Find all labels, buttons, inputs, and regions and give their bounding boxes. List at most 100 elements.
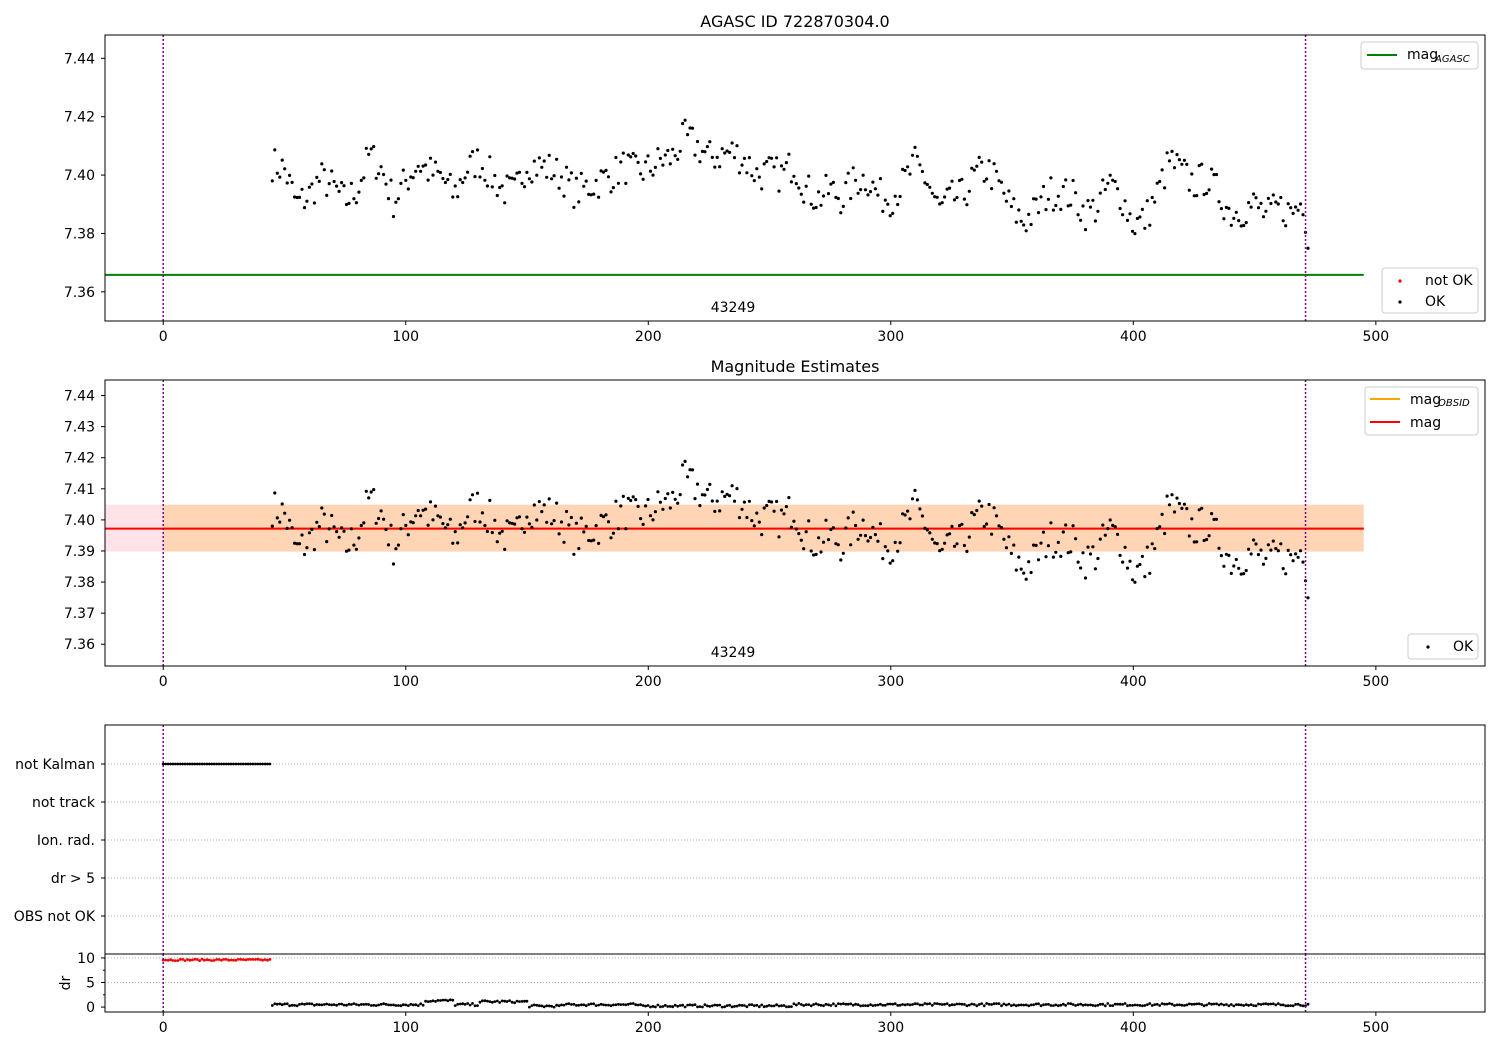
ok-point: [957, 524, 962, 528]
dr-point: [681, 1003, 684, 1007]
ok-point: [737, 171, 742, 175]
ok-point: [779, 508, 784, 512]
dr-point: [676, 1004, 680, 1008]
dr-point: [607, 1003, 610, 1007]
legend-subscript-agasc: AGASC: [1434, 54, 1470, 65]
dr-point: [399, 1004, 403, 1008]
ok-point: [1051, 555, 1055, 559]
ok-point: [1202, 192, 1206, 197]
ok-point: [1155, 181, 1159, 185]
dr-point: [1210, 1002, 1213, 1006]
dr-point: [1000, 1004, 1003, 1008]
ok-point: [1254, 542, 1258, 546]
ok-point: [275, 516, 279, 520]
dr-point: [1232, 1004, 1236, 1008]
dr-point: [1163, 1002, 1166, 1006]
dr-point: [1281, 1003, 1285, 1007]
ok-point: [812, 553, 816, 557]
dr-point: [1039, 1004, 1043, 1008]
ok-point: [673, 154, 677, 158]
dr-point: [1017, 1003, 1021, 1007]
ok-point: [1148, 571, 1152, 575]
ok-point: [419, 514, 423, 518]
dr-point: [1276, 1002, 1280, 1005]
dr-point: [1306, 1002, 1310, 1006]
ok-point: [666, 492, 670, 496]
dr-point: [275, 1002, 279, 1006]
ok-point: [1252, 538, 1256, 542]
ok-point: [295, 542, 299, 546]
ok-point: [453, 184, 457, 188]
ok-point: [315, 520, 319, 524]
ok-point: [849, 543, 853, 547]
ok-point: [1180, 506, 1184, 510]
ok-point: [1101, 523, 1105, 527]
dr-point: [730, 1005, 734, 1009]
ok-point: [636, 504, 640, 508]
ok-point: [1306, 596, 1310, 600]
ok-point: [335, 530, 339, 534]
dr-over-5-point: [183, 959, 187, 962]
ok-point: [332, 179, 336, 184]
ok-point: [273, 148, 277, 152]
ok-point: [918, 163, 922, 167]
ok-point: [382, 172, 386, 177]
dr-point: [723, 1005, 727, 1009]
dr-point: [315, 1003, 319, 1006]
dr-point: [1074, 1004, 1077, 1007]
ok-point: [938, 549, 942, 553]
ok-point: [386, 543, 391, 547]
ok-point: [599, 513, 603, 518]
dr-point: [446, 999, 450, 1003]
ok-point: [718, 165, 722, 169]
ok-point: [1140, 554, 1144, 559]
dr-point: [1007, 1002, 1011, 1006]
dr-point: [765, 1004, 769, 1008]
ok-point: [569, 515, 574, 520]
ok-point: [337, 189, 341, 193]
dr-point: [273, 1002, 277, 1006]
x-tick-label: 500: [1362, 674, 1389, 690]
dr-point: [493, 1000, 497, 1003]
ok-point: [624, 527, 628, 531]
ok-point: [928, 185, 932, 189]
dr-point: [1267, 1002, 1270, 1006]
ok-point: [997, 524, 1001, 528]
ok-point: [809, 549, 813, 553]
not-kalman-point: [195, 762, 199, 766]
dr-point: [621, 1003, 625, 1006]
dr-point: [535, 1003, 539, 1007]
ok-point: [634, 154, 638, 158]
dr-point: [401, 1003, 405, 1007]
ok-point: [1049, 176, 1053, 180]
ok-point: [952, 198, 957, 202]
ok-point: [1266, 196, 1270, 200]
dr-point: [444, 998, 447, 1002]
ok-point: [1150, 542, 1154, 546]
not-kalman-point: [203, 762, 206, 766]
ok-point: [461, 526, 465, 530]
not-kalman-point: [178, 762, 182, 766]
dr-point: [1247, 1004, 1250, 1007]
dr-point: [617, 1002, 620, 1006]
dr-point: [629, 1002, 633, 1005]
ok-point: [732, 499, 737, 503]
ok-point: [604, 168, 608, 172]
dr-over-5-point: [207, 958, 211, 962]
ok-point: [604, 513, 608, 517]
ok-point: [510, 176, 514, 180]
dr-point: [515, 999, 519, 1003]
ok-point: [710, 499, 714, 503]
ok-point: [1064, 178, 1068, 182]
ok-point: [396, 543, 400, 547]
dr-point: [587, 1003, 591, 1006]
ok-point: [1254, 196, 1258, 200]
ok-point: [1039, 541, 1043, 545]
ok-point: [873, 533, 878, 537]
x-tick-label: 0: [159, 674, 168, 690]
ok-point: [1296, 208, 1300, 212]
ok-point: [821, 194, 826, 198]
dr-point: [1034, 1002, 1038, 1006]
dr-point: [1098, 1002, 1102, 1006]
not-kalman-point: [258, 762, 262, 766]
